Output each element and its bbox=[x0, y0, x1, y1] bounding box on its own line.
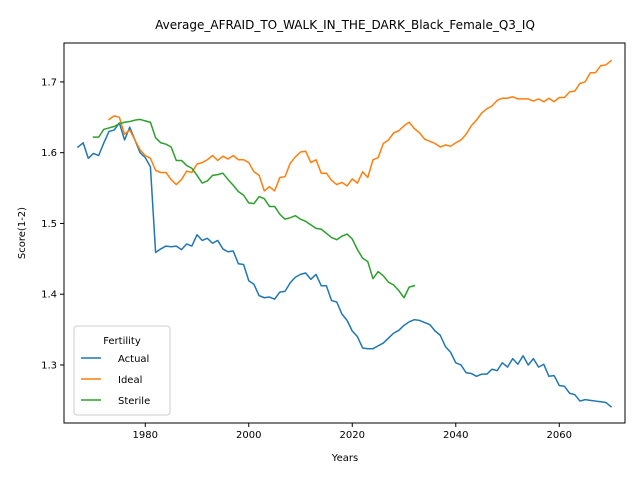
series-layer bbox=[76, 59, 613, 408]
legend-label-sterile: Sterile bbox=[118, 396, 150, 407]
x-tick-label: 2040 bbox=[443, 430, 468, 441]
axes-layer: 1980 2000 2020 2040 2060 1.3 1.4 1.5 1.6 1.7 bbox=[41, 77, 572, 441]
legend-label-ideal: Ideal bbox=[118, 375, 142, 386]
series-line-actual bbox=[76, 122, 613, 408]
series-line-ideal bbox=[107, 59, 613, 192]
y-tick-label: 1.4 bbox=[41, 290, 57, 301]
legend: Fertility Actual Ideal Sterile bbox=[73, 325, 171, 416]
legend-entries: Actual Ideal Sterile bbox=[81, 354, 150, 407]
x-tick-label: 2020 bbox=[340, 430, 365, 441]
y-tick-label: 1.7 bbox=[41, 77, 57, 88]
y-tick-label: 1.3 bbox=[41, 360, 57, 371]
legend-title: Fertility bbox=[103, 336, 141, 347]
x-tick-label: 2060 bbox=[547, 430, 572, 441]
legend-box bbox=[73, 325, 171, 416]
y-axis-title: Score(1-2) bbox=[17, 207, 28, 259]
x-axis-title: Years bbox=[331, 453, 358, 464]
plot-frame bbox=[63, 42, 626, 424]
chart-title: Average_AFRAID_TO_WALK_IN_THE_DARK_Black… bbox=[155, 18, 535, 32]
x-tick-label: 2000 bbox=[236, 430, 261, 441]
y-tick-label: 1.5 bbox=[41, 219, 57, 230]
legend-label-actual: Actual bbox=[118, 354, 149, 365]
y-tick-label: 1.6 bbox=[41, 148, 57, 159]
series-line-sterile bbox=[92, 118, 416, 299]
x-tick-label: 1980 bbox=[133, 430, 158, 441]
